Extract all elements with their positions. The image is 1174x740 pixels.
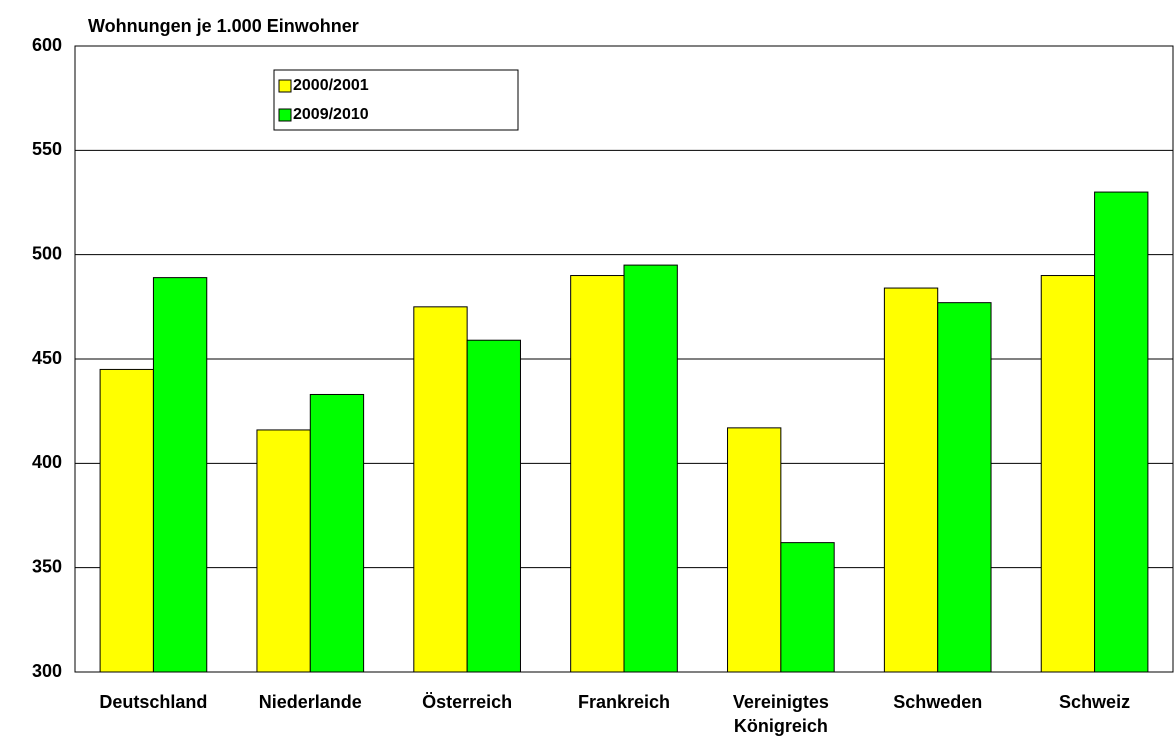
bar [256,429,311,673]
y-tick-label: 400 [32,452,62,472]
y-tick-label: 300 [32,661,62,681]
y-tick-label: 500 [32,243,62,263]
x-tick-label: Österreich [422,692,512,712]
y-tick-label: 550 [32,139,62,159]
legend-box [273,69,519,131]
legend-swatch [278,79,292,93]
legend: 2000/2001 2009/2010 [273,69,519,131]
bar [727,427,782,673]
x-tick-label: Frankreich [578,692,670,712]
bar [466,339,521,673]
bar [413,306,468,673]
bar [570,275,625,673]
x-tick-label: Niederlande [259,692,362,712]
bar [309,393,365,673]
bar [937,302,992,673]
legend-swatch [278,108,292,122]
x-tick-label: Schweiz [1059,692,1130,712]
bar [1094,191,1149,673]
legend-label: 2009/2010 [293,106,369,123]
bar [623,264,678,673]
y-tick-label: 350 [32,556,62,576]
y-tick-label: 600 [32,35,62,55]
bar [152,277,208,673]
bar [99,368,154,673]
y-tick-label: 450 [32,348,62,368]
chart-title: Wohnungen je 1.000 Einwohner [88,16,359,36]
x-tick-label: Deutschland [99,692,207,712]
x-tick-label: Schweden [893,692,982,712]
bar [1040,275,1096,673]
bar [883,287,939,673]
legend-label: 2000/2001 [293,77,369,94]
x-tick-label: Vereinigtes Königreich [733,692,829,736]
plot-frame [74,45,1174,673]
bar [780,542,835,673]
